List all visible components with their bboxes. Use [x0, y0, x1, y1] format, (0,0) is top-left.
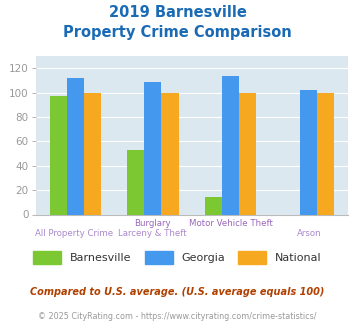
Text: Compared to U.S. average. (U.S. average equals 100): Compared to U.S. average. (U.S. average … — [30, 287, 325, 297]
Bar — [127, 150, 144, 214]
Text: © 2025 CityRating.com - https://www.cityrating.com/crime-statistics/: © 2025 CityRating.com - https://www.city… — [38, 312, 317, 321]
Bar — [239, 93, 256, 214]
Bar — [50, 96, 67, 214]
Text: All Property Crime: All Property Crime — [36, 229, 114, 238]
Text: Arson: Arson — [296, 229, 321, 238]
Bar — [205, 197, 222, 215]
Bar — [300, 90, 317, 214]
Bar — [317, 93, 334, 214]
Text: Motor Vehicle Theft: Motor Vehicle Theft — [189, 219, 273, 228]
Bar — [67, 78, 84, 214]
Text: 2019 Barnesville: 2019 Barnesville — [109, 5, 246, 20]
Text: Property Crime Comparison: Property Crime Comparison — [63, 25, 292, 40]
Bar — [162, 93, 179, 214]
Bar — [144, 82, 162, 214]
Text: Burglary: Burglary — [134, 219, 171, 228]
Text: Larceny & Theft: Larceny & Theft — [118, 229, 187, 238]
Bar — [84, 93, 101, 214]
Legend: Barnesville, Georgia, National: Barnesville, Georgia, National — [33, 251, 322, 264]
Bar — [222, 76, 239, 214]
